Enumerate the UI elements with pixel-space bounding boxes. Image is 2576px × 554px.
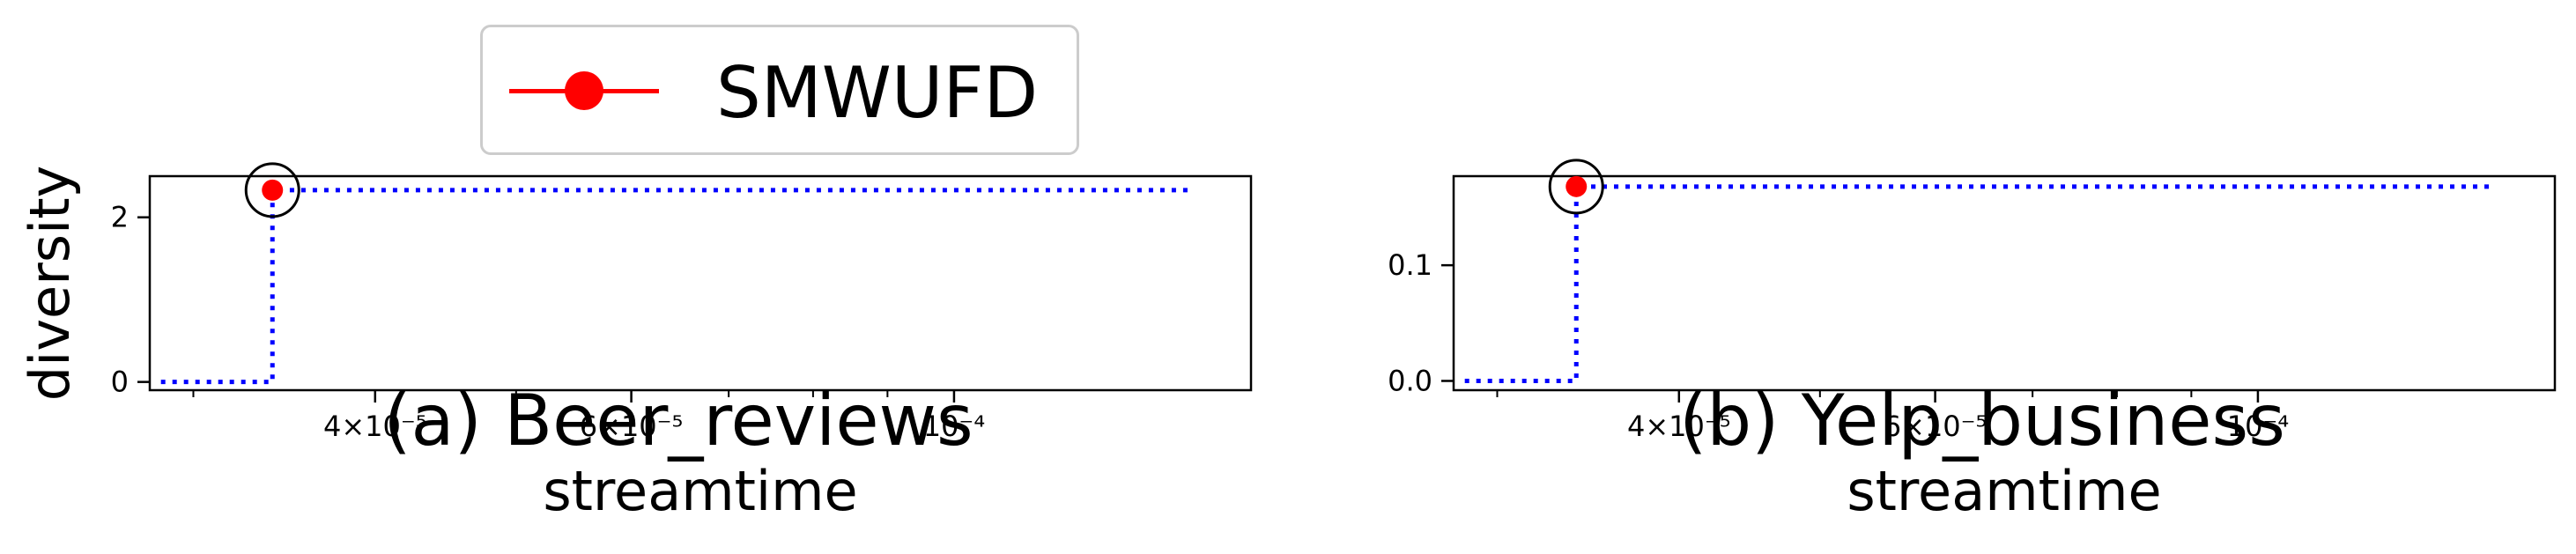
step-line bbox=[160, 188, 1189, 385]
step-line bbox=[1464, 184, 2493, 383]
x-tick-label: 6×10⁻⁵ bbox=[1884, 410, 1988, 443]
legend-marker bbox=[565, 71, 603, 110]
panel-a: 0 2 4×10⁻⁵ 6×10⁻⁵ 10⁻⁴(a) Beer_reviewsstream… bbox=[18, 162, 1253, 523]
axes-frame bbox=[1452, 174, 2557, 392]
y-axis-label: diversity bbox=[18, 166, 82, 401]
legend-label: SMWUFD bbox=[716, 52, 1039, 134]
data-point bbox=[1566, 175, 1588, 197]
highlight-ring bbox=[1548, 159, 1604, 215]
x-tick-label: 4×10⁻⁵ bbox=[1627, 410, 1731, 443]
highlight-ring bbox=[244, 162, 300, 218]
panel-subtitle: (a) Beer_reviews bbox=[383, 380, 973, 462]
y-tick-label: 0.0 bbox=[1388, 364, 1432, 397]
y-tick-label: 2 bbox=[111, 201, 129, 234]
legend: SMWUFD bbox=[480, 25, 1079, 155]
x-axis-label: streamtime bbox=[1847, 459, 2161, 523]
y-tick-label: 0.1 bbox=[1388, 248, 1432, 282]
axes-frame bbox=[148, 174, 1253, 392]
panel-b: 0.0 0.1 4×10⁻⁵ 6×10⁻⁵ 10⁻⁴(b) Yelp_businesss… bbox=[1388, 159, 2557, 523]
x-tick-label: 4×10⁻⁵ bbox=[323, 410, 427, 443]
y-tick-label: 0 bbox=[111, 366, 129, 399]
x-tick-label: 10⁻⁴ bbox=[2227, 410, 2289, 443]
data-point bbox=[262, 179, 284, 201]
x-axis-label: streamtime bbox=[543, 459, 857, 523]
x-tick-label: 6×10⁻⁵ bbox=[580, 410, 684, 443]
x-tick-label: 10⁻⁴ bbox=[923, 410, 985, 443]
panel-subtitle: (b) Yelp_business bbox=[1679, 380, 2285, 462]
